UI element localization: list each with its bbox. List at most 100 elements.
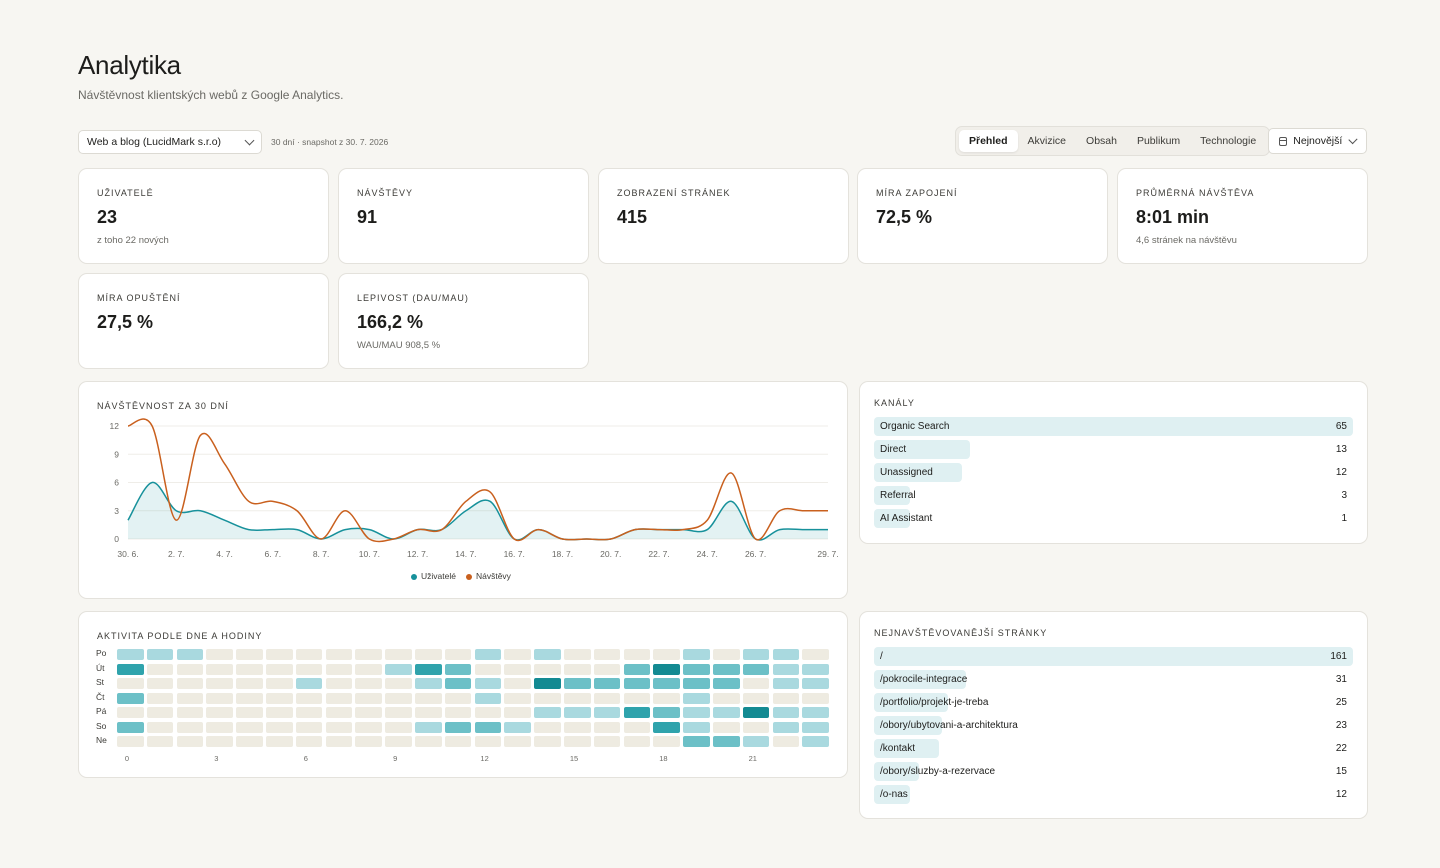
heatmap-cell[interactable] <box>146 736 174 747</box>
heatmap-cell[interactable] <box>683 736 710 747</box>
bar-row[interactable]: Organic Search 65 <box>874 417 1353 436</box>
heatmap-cell[interactable] <box>623 663 651 675</box>
heatmap-cell[interactable] <box>206 736 233 747</box>
heatmap-cell[interactable] <box>504 692 531 704</box>
heatmap-cell[interactable] <box>295 721 323 733</box>
heatmap-cell[interactable] <box>504 649 531 660</box>
heatmap-cell[interactable] <box>742 721 770 733</box>
heatmap-cell[interactable] <box>474 721 502 733</box>
heatmap-cell[interactable] <box>415 736 442 747</box>
heatmap-cell[interactable] <box>176 707 204 718</box>
heatmap-cell[interactable] <box>683 678 710 689</box>
heatmap-cell[interactable] <box>683 721 710 733</box>
heatmap-cell[interactable] <box>593 663 621 675</box>
bar-row[interactable]: Direct 13 <box>874 440 1353 459</box>
heatmap-cell[interactable] <box>802 707 829 718</box>
heatmap-cell[interactable] <box>444 663 472 675</box>
heatmap-cell[interactable] <box>802 663 829 675</box>
heatmap-cell[interactable] <box>802 736 829 747</box>
heatmap-cell[interactable] <box>564 692 591 704</box>
heatmap-cell[interactable] <box>713 721 740 733</box>
heatmap-cell[interactable] <box>355 707 382 718</box>
heatmap-cell[interactable] <box>206 678 233 689</box>
heatmap-cell[interactable] <box>206 721 233 733</box>
heatmap-cell[interactable] <box>772 663 800 675</box>
heatmap-cell[interactable] <box>474 649 502 660</box>
heatmap-cell[interactable] <box>176 736 204 747</box>
heatmap-cell[interactable] <box>385 692 412 704</box>
heatmap-cell[interactable] <box>415 721 442 733</box>
heatmap-cell[interactable] <box>653 678 680 689</box>
heatmap-cell[interactable] <box>236 736 263 747</box>
heatmap-cell[interactable] <box>206 663 233 675</box>
heatmap-cell[interactable] <box>623 721 651 733</box>
bar-row[interactable]: Referral 3 <box>874 486 1353 505</box>
heatmap-cell[interactable] <box>325 692 353 704</box>
heatmap-cell[interactable] <box>742 649 770 660</box>
heatmap-cell[interactable] <box>415 678 442 689</box>
bar-row[interactable]: /portfolio/projekt-je-treba 25 <box>874 693 1353 712</box>
heatmap-cell[interactable] <box>534 707 561 718</box>
heatmap-cell[interactable] <box>564 707 591 718</box>
heatmap-cell[interactable] <box>266 663 293 675</box>
heatmap-cell[interactable] <box>236 649 263 660</box>
heatmap-cell[interactable] <box>415 649 442 660</box>
heatmap-cell[interactable] <box>146 721 174 733</box>
heatmap-cell[interactable] <box>504 736 531 747</box>
heatmap-cell[interactable] <box>266 707 293 718</box>
heatmap-cell[interactable] <box>295 649 323 660</box>
heatmap-cell[interactable] <box>623 678 651 689</box>
heatmap-cell[interactable] <box>534 678 561 689</box>
tab-audience[interactable]: Publikum <box>1136 135 1181 147</box>
heatmap-cell[interactable] <box>504 663 531 675</box>
heatmap-cell[interactable] <box>474 736 502 747</box>
tab-acquisition[interactable]: Akvizice <box>1027 135 1067 147</box>
heatmap-cell[interactable] <box>325 663 353 675</box>
heatmap-cell[interactable] <box>683 663 710 675</box>
heatmap-cell[interactable] <box>772 649 800 660</box>
heatmap-cell[interactable] <box>117 678 144 689</box>
heatmap-cell[interactable] <box>504 707 531 718</box>
heatmap-cell[interactable] <box>206 649 233 660</box>
heatmap-cell[interactable] <box>295 678 323 689</box>
heatmap-cell[interactable] <box>415 692 442 704</box>
heatmap-cell[interactable] <box>176 649 204 660</box>
bar-row[interactable]: /obory/sluzby-a-rezervace 15 <box>874 762 1353 781</box>
heatmap-cell[interactable] <box>444 721 472 733</box>
heatmap-cell[interactable] <box>593 721 621 733</box>
bar-row[interactable]: /o-nas 12 <box>874 785 1353 804</box>
heatmap-cell[interactable] <box>772 692 800 704</box>
heatmap-cell[interactable] <box>146 692 174 704</box>
heatmap-cell[interactable] <box>444 649 472 660</box>
heatmap-cell[interactable] <box>653 649 680 660</box>
heatmap-cell[interactable] <box>206 692 233 704</box>
heatmap-cell[interactable] <box>415 663 442 675</box>
heatmap-cell[interactable] <box>236 721 263 733</box>
heatmap-cell[interactable] <box>415 707 442 718</box>
heatmap-cell[interactable] <box>593 707 621 718</box>
heatmap-cell[interactable] <box>623 736 651 747</box>
heatmap-cell[interactable] <box>117 692 144 704</box>
heatmap-cell[interactable] <box>474 678 502 689</box>
heatmap-cell[interactable] <box>713 736 740 747</box>
heatmap-cell[interactable] <box>266 649 293 660</box>
heatmap-cell[interactable] <box>266 692 293 704</box>
heatmap-cell[interactable] <box>623 707 651 718</box>
heatmap-cell[interactable] <box>802 721 829 733</box>
heatmap-cell[interactable] <box>653 663 680 675</box>
heatmap-cell[interactable] <box>653 692 680 704</box>
heatmap-cell[interactable] <box>444 678 472 689</box>
heatmap-cell[interactable] <box>355 692 382 704</box>
heatmap-cell[interactable] <box>593 678 621 689</box>
tab-overview[interactable]: Přehled <box>959 130 1018 152</box>
heatmap-cell[interactable] <box>385 721 412 733</box>
heatmap-cell[interactable] <box>742 678 770 689</box>
tab-content[interactable]: Obsah <box>1086 135 1117 147</box>
heatmap-cell[interactable] <box>146 707 174 718</box>
heatmap-cell[interactable] <box>653 736 680 747</box>
heatmap-cell[interactable] <box>444 692 472 704</box>
heatmap-cell[interactable] <box>802 649 829 660</box>
bar-row[interactable]: Unassigned 12 <box>874 463 1353 482</box>
heatmap-cell[interactable] <box>683 692 710 704</box>
heatmap-cell[interactable] <box>504 721 531 733</box>
